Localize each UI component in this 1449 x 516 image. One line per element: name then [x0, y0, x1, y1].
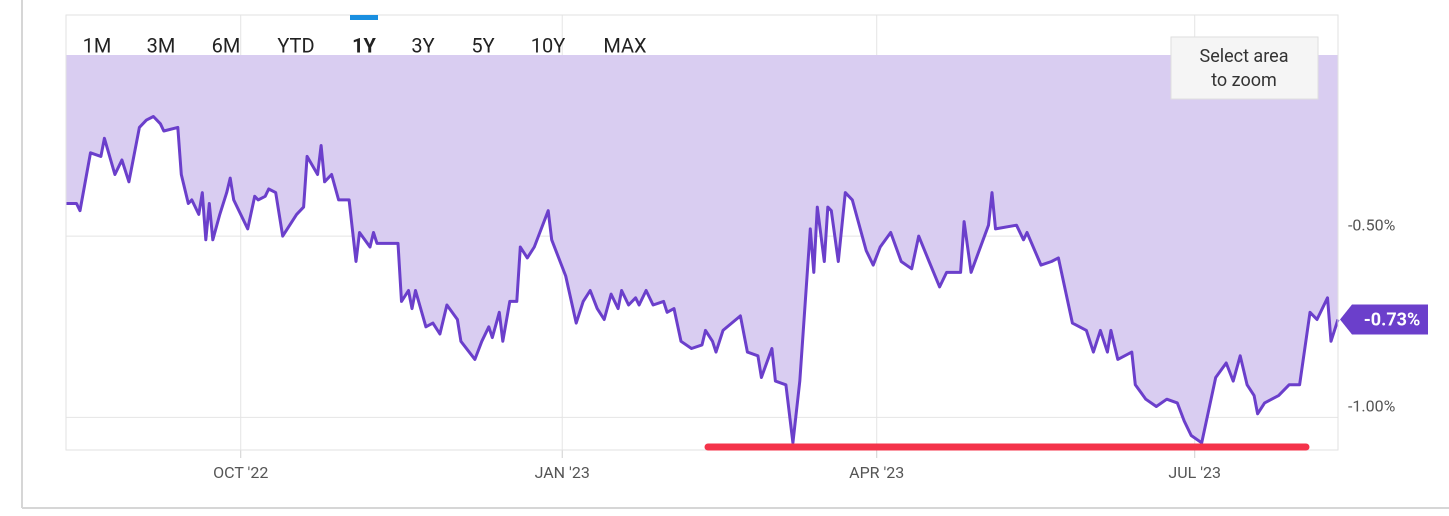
range-button[interactable]: 1Y [352, 33, 376, 57]
controls: OCT '22 JAN '23 APR '23 JUL '23 -0.50% -1.00%… [83, 15, 1428, 482]
line [66, 115, 1340, 445]
x-tick-label: JUL '23 [1168, 463, 1221, 482]
range-button[interactable]: 10Y [531, 33, 566, 57]
zoom-hint-box [1170, 36, 1319, 100]
selected-indicator [350, 15, 378, 20]
range-button[interactable]: 6M [212, 33, 241, 57]
range-button[interactable]: 5Y [471, 33, 494, 57]
zoom-hint: to zoom [1211, 70, 1277, 91]
range-button[interactable]: YTD [277, 33, 314, 57]
range-button[interactable]: 3Y [411, 33, 434, 57]
y-tick-label: -1.00% [1348, 397, 1396, 416]
x-tick-label: APR '23 [849, 463, 904, 482]
x-tick-label: JAN '23 [535, 463, 590, 482]
current-value-badge [1340, 304, 1428, 335]
range-button[interactable]: 1M [83, 33, 112, 57]
range-button[interactable]: MAX [603, 33, 647, 57]
current-value-label: -0.73% [1364, 309, 1421, 330]
plot-frame [65, 14, 1339, 451]
area-fill [66, 55, 1338, 443]
range-button[interactable]: 3M [147, 33, 176, 57]
x-tick-label: OCT '22 [213, 463, 268, 482]
zoom-hint: Select area [1200, 46, 1289, 67]
y-tick-label: -0.50% [1348, 215, 1396, 234]
plot-area [66, 15, 1340, 458]
